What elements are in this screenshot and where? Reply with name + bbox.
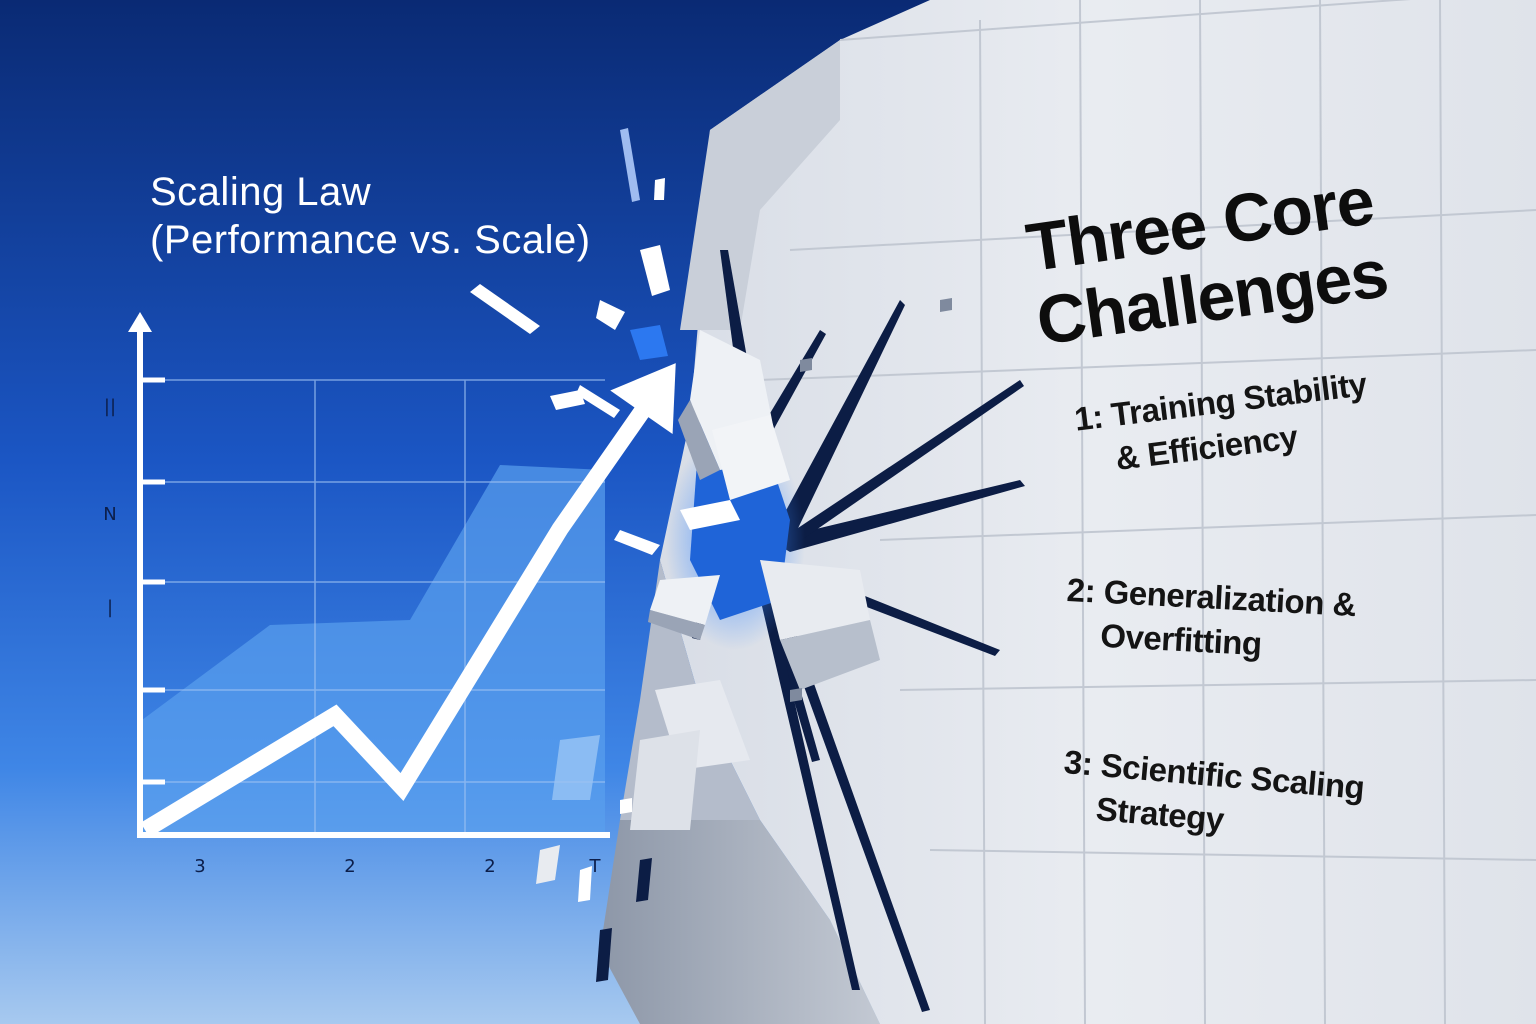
series-layer — [140, 363, 676, 838]
chart-title-line1: Scaling Law — [150, 170, 372, 214]
y-tick-label: || — [104, 396, 116, 417]
y-axis-arrowhead — [128, 312, 152, 332]
chart-axes — [128, 312, 610, 838]
y-tick-labels: || N | — [103, 396, 116, 618]
x-tick-label: 2 — [344, 856, 355, 877]
chart-title-line2: (Performance vs. Scale) — [150, 218, 591, 262]
chart-title: Scaling Law (Performance vs. Scale) — [150, 168, 591, 264]
performance-line — [140, 395, 657, 838]
challenge-item-2: 2: Generalization & Overfitting — [1063, 568, 1357, 671]
x-tick-labels: 3 2 2 T — [194, 856, 601, 877]
x-tick-label: T — [589, 856, 602, 877]
y-tick-label: | — [107, 597, 113, 618]
x-tick-label: 3 — [194, 856, 205, 877]
y-tick-label: N — [103, 504, 116, 525]
trend-arrowhead-icon — [610, 363, 676, 435]
x-tick-label: 2 — [484, 856, 495, 877]
